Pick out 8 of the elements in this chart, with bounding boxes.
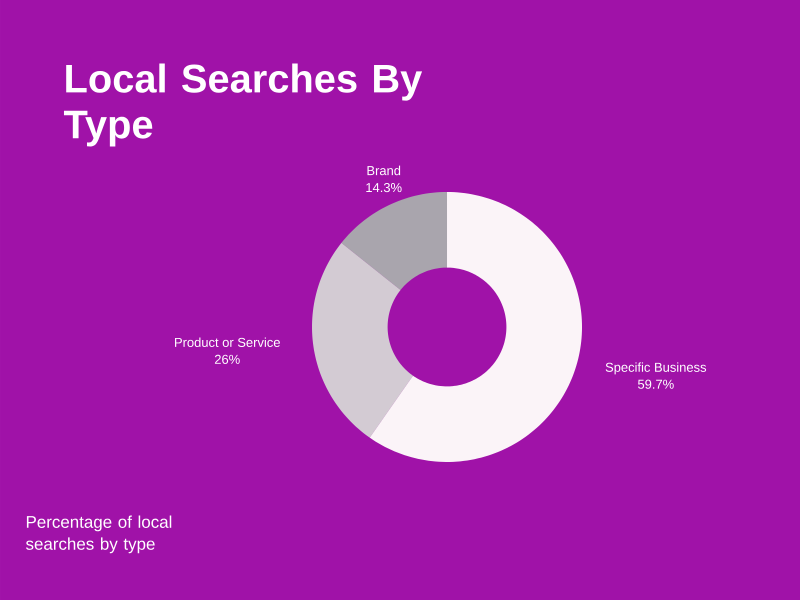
data-label: 14.3% xyxy=(366,182,402,192)
chart-title: Local Searches By Type xyxy=(64,64,422,146)
slice-label: Specific Business xyxy=(606,362,706,374)
data-label: 26% xyxy=(214,354,240,364)
slice-label: Product or Service xyxy=(175,337,280,347)
text: Percentage of local searches by type xyxy=(26,516,172,554)
data-label: 59.7% xyxy=(638,380,674,389)
slice-label: Brand xyxy=(367,166,400,176)
